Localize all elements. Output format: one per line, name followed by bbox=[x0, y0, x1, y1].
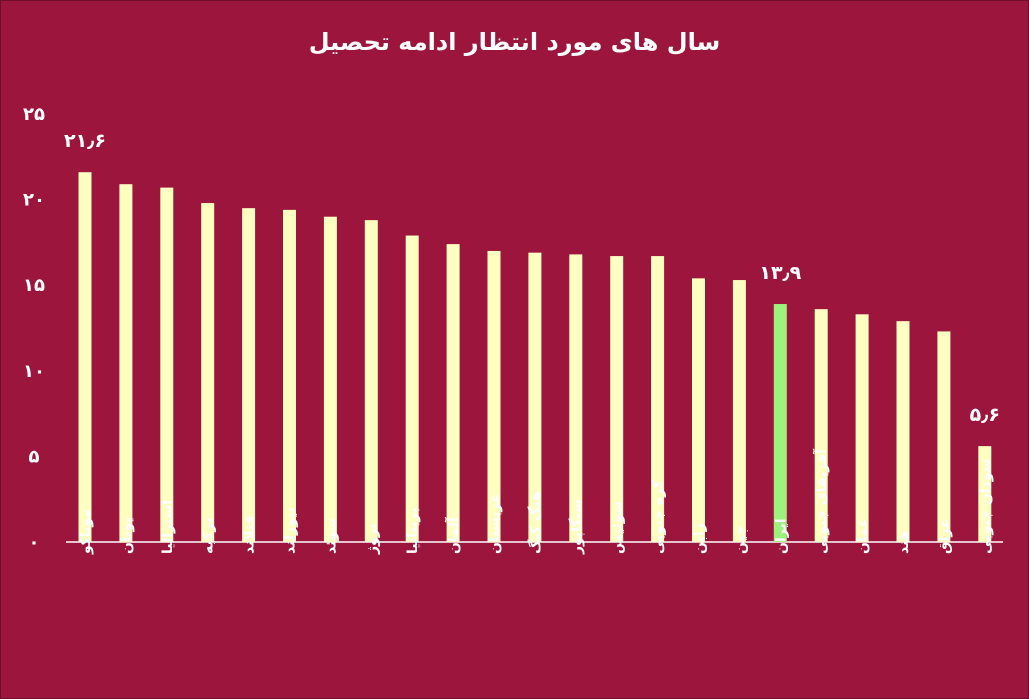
x-tick-label: بریتانیا bbox=[405, 508, 421, 554]
bar bbox=[160, 187, 174, 542]
x-tick-label: چین bbox=[732, 526, 748, 554]
x-tick-label: کره جنوبی bbox=[651, 479, 667, 554]
bar bbox=[732, 280, 746, 542]
x-tick-label: نیوزلند bbox=[283, 507, 299, 554]
x-tick-label: استرالیا bbox=[160, 500, 176, 554]
bar bbox=[487, 250, 501, 542]
x-tick-label: سنگاپور bbox=[568, 499, 585, 555]
y-tick-label: ۱۰ bbox=[23, 361, 45, 382]
x-tick-label: موناکو bbox=[78, 509, 94, 555]
data-label: ۵٫۶ bbox=[970, 404, 1000, 426]
y-tick-label: ۲۰ bbox=[23, 190, 45, 211]
bar bbox=[283, 209, 296, 542]
bar bbox=[692, 278, 705, 542]
bar bbox=[814, 309, 828, 542]
y-tick-label: ۱۵ bbox=[23, 275, 45, 296]
x-tick-label: فنلاند bbox=[242, 515, 258, 554]
bar bbox=[569, 254, 583, 542]
x-tick-label: هنگ کنگ bbox=[527, 491, 544, 554]
x-tick-label: آفریقای جنوبی bbox=[812, 448, 830, 554]
chart-title: سال های مورد انتظار ادامه تحصیل bbox=[308, 28, 721, 56]
x-tick-label: سودان جنوبی bbox=[978, 459, 994, 554]
bar bbox=[78, 172, 92, 542]
bar bbox=[651, 256, 665, 542]
x-tick-label: عمان bbox=[855, 518, 871, 554]
y-tick-label: ۲۵ bbox=[23, 104, 45, 125]
x-tick-label: سوئیس bbox=[610, 501, 626, 554]
bar bbox=[855, 314, 869, 542]
data-label: ۱۳٫۹ bbox=[759, 262, 801, 284]
x-tick-label: ترکیه bbox=[201, 518, 217, 554]
x-tick-label: هند bbox=[896, 530, 912, 554]
x-tick-label: ایران bbox=[773, 518, 789, 554]
bar bbox=[978, 446, 992, 542]
bar bbox=[201, 203, 215, 543]
x-tick-label: عراق bbox=[937, 518, 953, 554]
x-tick-label: یونان bbox=[119, 518, 135, 555]
bar bbox=[242, 208, 256, 542]
bar bbox=[773, 304, 787, 542]
bar bbox=[610, 256, 624, 542]
y-tick-label: ۵ bbox=[29, 446, 40, 467]
x-tick-label: نروژ bbox=[364, 523, 380, 555]
bar bbox=[364, 220, 378, 543]
bar bbox=[528, 252, 542, 542]
x-tick-label: ژاپن bbox=[692, 523, 708, 554]
x-tick-label: آلمان bbox=[444, 516, 462, 554]
bar bbox=[405, 235, 419, 542]
x-tick-label: سوئد bbox=[323, 518, 339, 554]
bar bbox=[446, 244, 460, 542]
data-label: ۲۱٫۶ bbox=[64, 130, 106, 152]
bar bbox=[937, 331, 951, 542]
bar bbox=[896, 321, 910, 542]
y-tick-label: ۰ bbox=[29, 532, 40, 553]
bar bbox=[323, 216, 337, 542]
x-tick-label: عربستان bbox=[487, 493, 503, 554]
bar bbox=[119, 184, 133, 542]
